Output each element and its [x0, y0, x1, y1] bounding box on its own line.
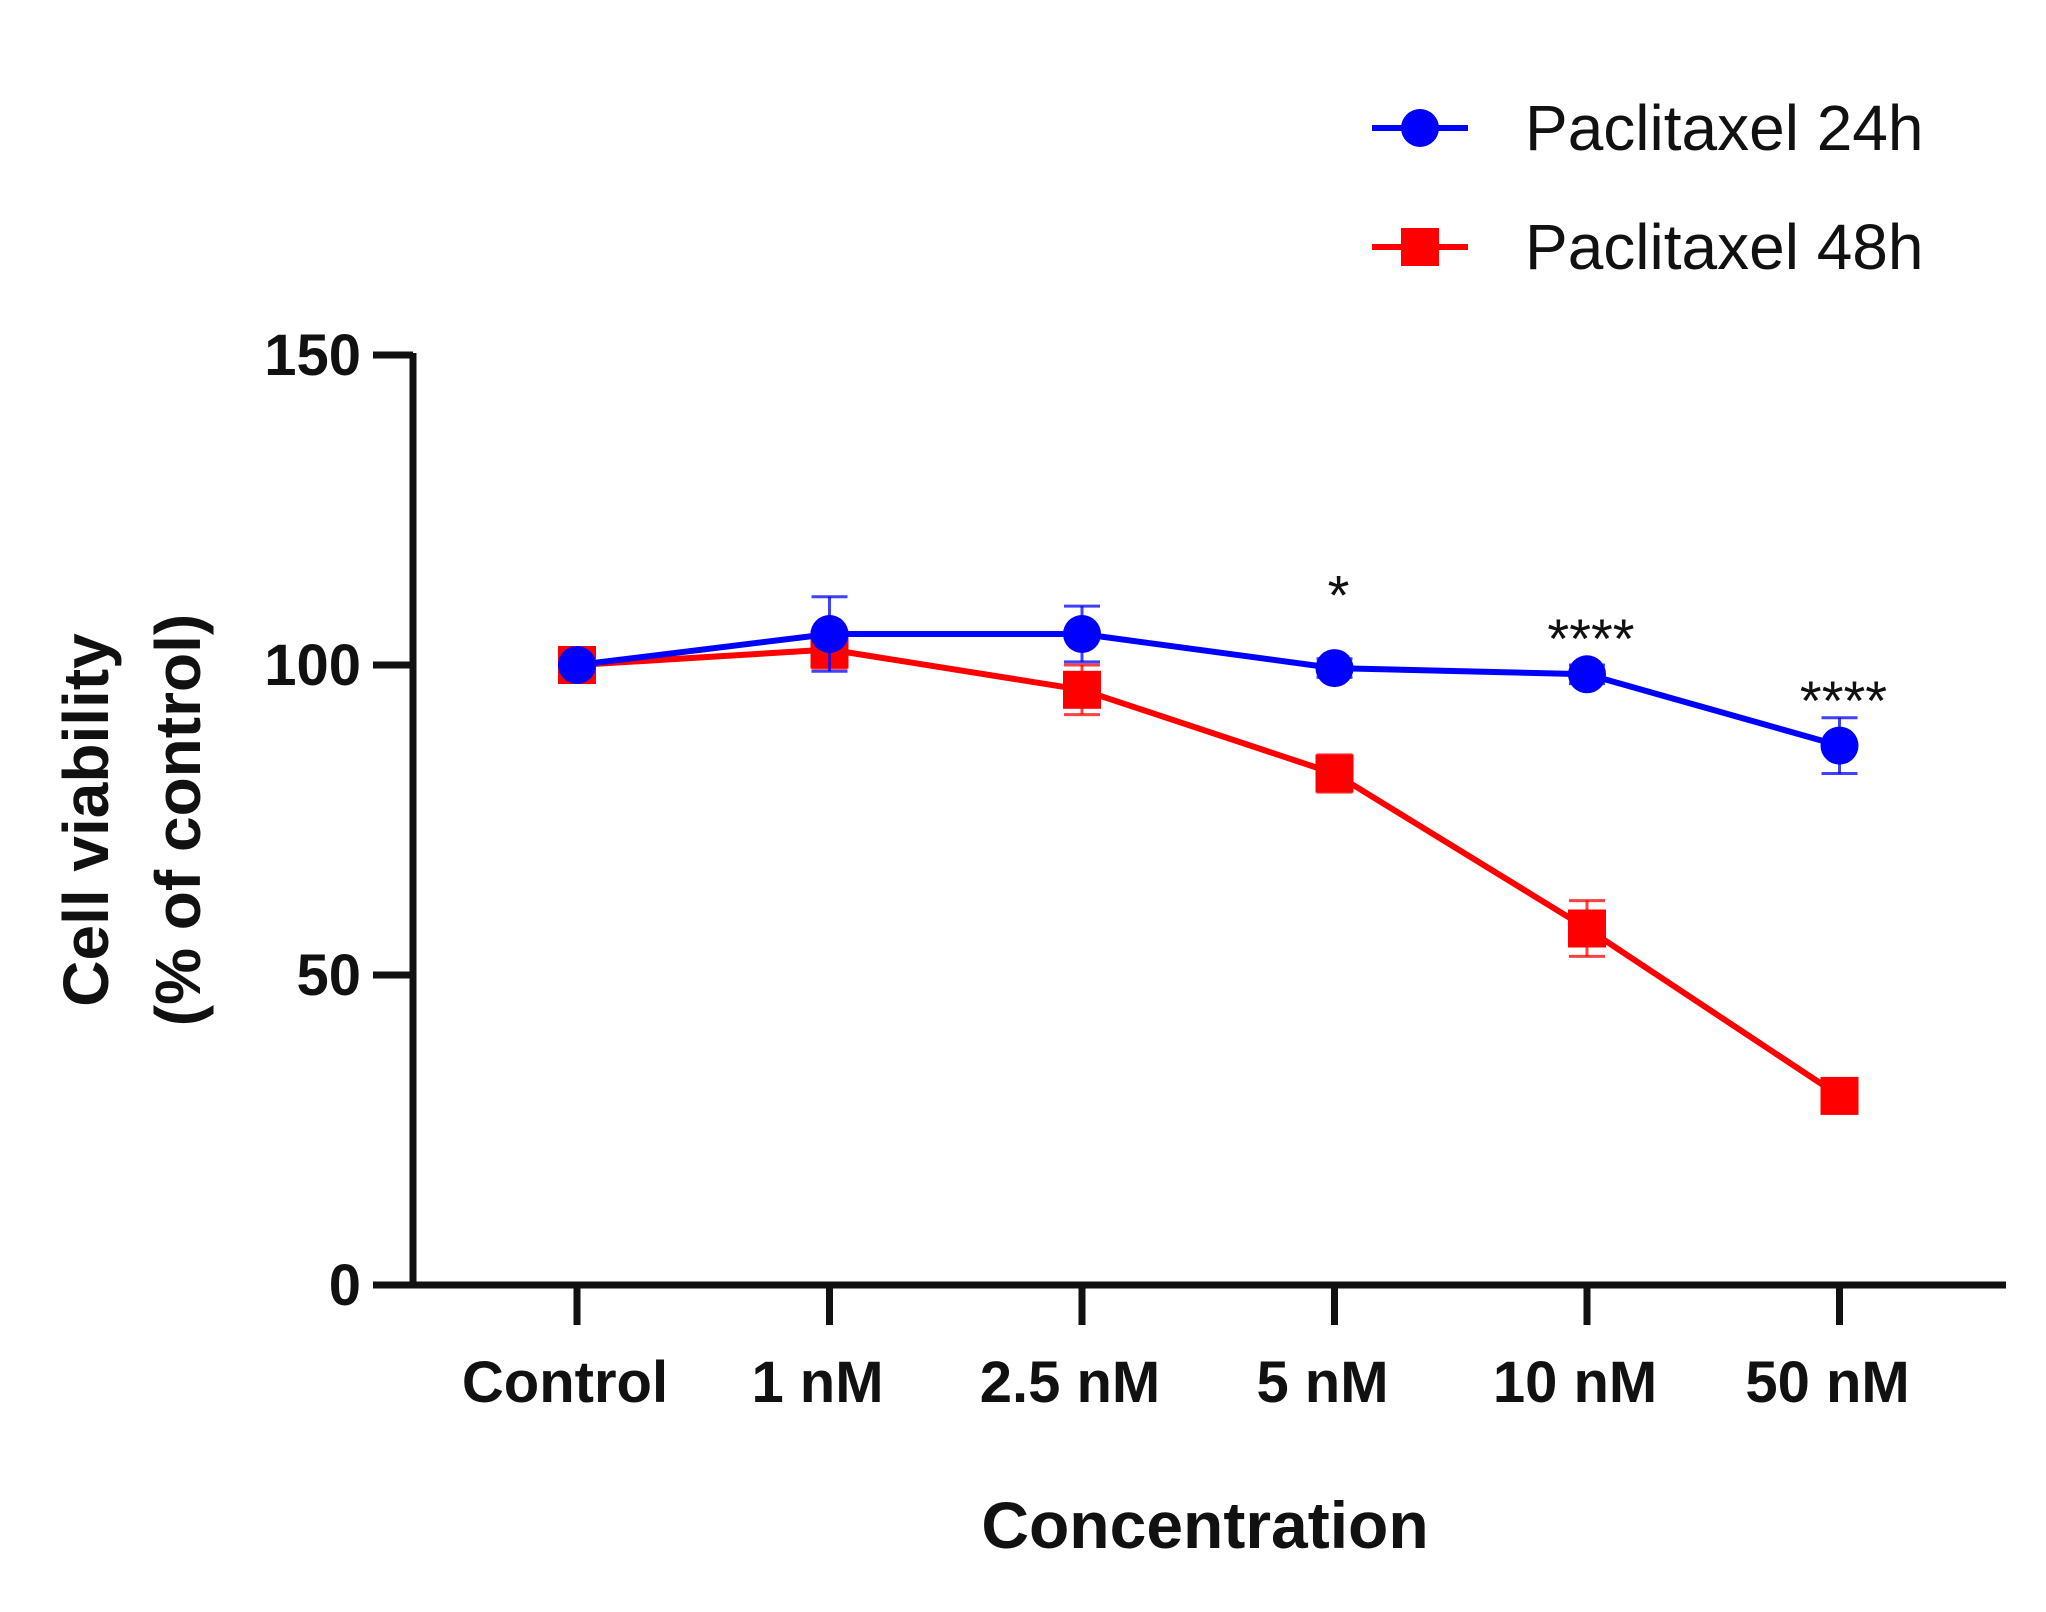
y-tick-label: 100: [264, 633, 361, 698]
x-tick-label: 5 nM: [1256, 1350, 1388, 1415]
data-point: [1568, 655, 1606, 694]
data-point: [810, 615, 849, 653]
series-line: [576, 631, 1841, 749]
significance-annotation: ****: [1800, 669, 1887, 732]
x-tick-label: 2.5 nM: [980, 1350, 1161, 1415]
legend-marker: [1401, 109, 1439, 147]
legend: Paclitaxel 24h Paclitaxel 48h: [1372, 92, 1923, 283]
y-tick-label: 0: [329, 1253, 361, 1318]
series-paclitaxel-24h: [558, 595, 1859, 775]
y-axis-title-line1: Cell viability: [50, 633, 122, 1007]
data-point: [1315, 649, 1354, 688]
series-layer: [558, 595, 1859, 1115]
data-point: [1568, 909, 1606, 948]
legend-marker: [1401, 228, 1439, 266]
data-point: [1315, 754, 1354, 793]
data-point: [1820, 1076, 1859, 1115]
y-tick-label: 150: [264, 323, 361, 388]
x-tick-label: 50 nM: [1745, 1350, 1909, 1415]
data-point: [1820, 726, 1859, 765]
significance-annotation: *: [1328, 563, 1350, 626]
data-point: [558, 646, 596, 684]
legend-entry: Paclitaxel 24h: [1372, 92, 1923, 164]
axes: 0 50 100 150 Control 1 nM 2.5 nM 5 nM 10 nM 50 nM…: [50, 323, 2006, 1562]
data-point: [1063, 670, 1101, 709]
x-tick-label: Control: [462, 1350, 668, 1415]
series-line: [576, 646, 1842, 1099]
x-tick-label: 1 nM: [751, 1350, 883, 1415]
legend-label: Paclitaxel 24h: [1525, 92, 1923, 164]
series-paclitaxel-48h: [558, 629, 1859, 1115]
y-axis-title-line2: (% of control): [142, 614, 214, 1026]
data-point: [1063, 615, 1101, 653]
annotations: *********: [1328, 563, 1887, 731]
legend-label: Paclitaxel 48h: [1525, 211, 1923, 283]
legend-entry: Paclitaxel 48h: [1372, 211, 1923, 283]
y-tick-label: 50: [296, 943, 361, 1008]
x-axis-title: Concentration: [981, 1488, 1428, 1562]
x-tick-label: 10 nM: [1493, 1350, 1657, 1415]
significance-annotation: ****: [1547, 607, 1634, 670]
